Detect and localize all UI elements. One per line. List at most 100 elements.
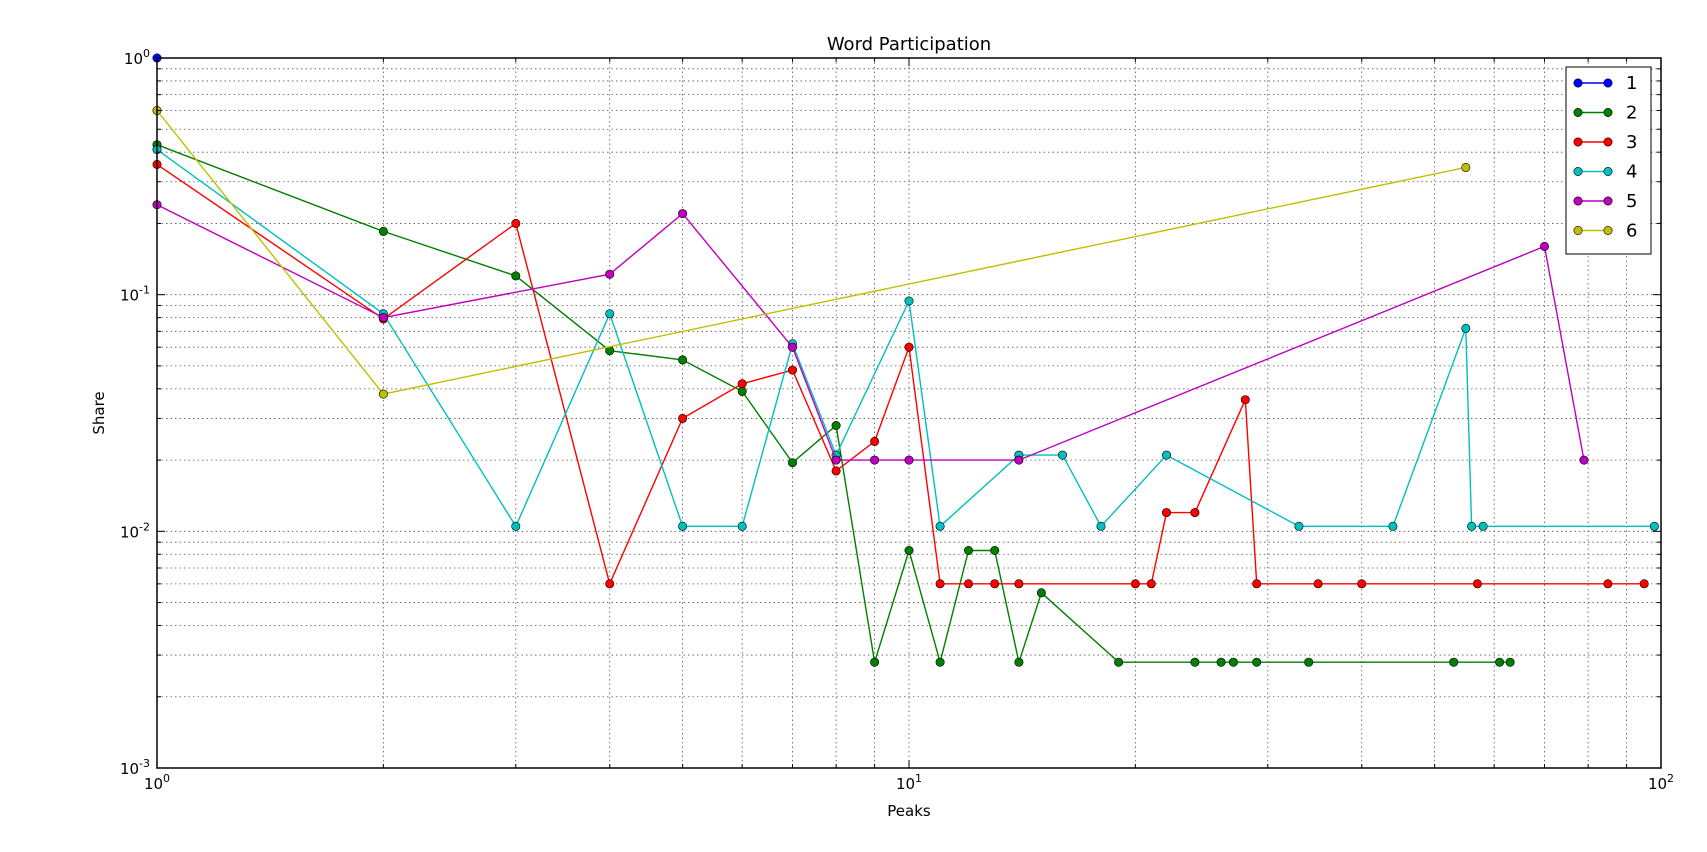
- data-point: [1162, 508, 1172, 518]
- data-point: [1478, 521, 1488, 531]
- data-point: [1639, 579, 1649, 589]
- data-point: [1130, 579, 1140, 589]
- legend-marker: [1573, 226, 1583, 236]
- x-axis-label: Peaks: [887, 802, 931, 820]
- data-point: [678, 355, 688, 365]
- y-tick-label: 10-2: [120, 520, 150, 541]
- series-5: [152, 200, 1589, 465]
- data-point: [1540, 241, 1550, 251]
- legend: 1 2 3 4 5 6: [1565, 66, 1652, 255]
- data-point: [870, 455, 880, 465]
- data-point: [870, 657, 880, 667]
- legend-label: 3: [1626, 132, 1637, 153]
- series-6: [152, 106, 1471, 399]
- data-point: [1495, 657, 1505, 667]
- data-point: [935, 579, 945, 589]
- data-point: [831, 466, 841, 476]
- data-point: [1216, 657, 1226, 667]
- data-point: [787, 365, 797, 375]
- series-2: [152, 140, 1515, 667]
- y-tick-label: 100: [124, 47, 150, 68]
- data-point: [1146, 579, 1156, 589]
- x-tick-label: 100: [144, 772, 170, 793]
- legend-marker: [1573, 137, 1583, 147]
- x-tick-label: 101: [896, 772, 922, 793]
- data-point: [1096, 521, 1106, 531]
- data-point: [1467, 521, 1477, 531]
- data-point: [935, 657, 945, 667]
- data-point: [605, 579, 615, 589]
- legend-marker: [1603, 137, 1613, 147]
- data-point: [1014, 455, 1024, 465]
- data-point: [990, 545, 1000, 555]
- series-3: [152, 159, 1649, 589]
- legend-marker: [1603, 108, 1613, 118]
- data-point: [990, 579, 1000, 589]
- data-point: [1114, 657, 1124, 667]
- legend-marker: [1603, 167, 1613, 177]
- data-point: [1313, 579, 1323, 589]
- data-point: [605, 269, 615, 279]
- legend-marker: [1573, 196, 1583, 206]
- data-point: [1294, 521, 1304, 531]
- data-point: [787, 342, 797, 352]
- data-point: [1240, 395, 1250, 405]
- data-point: [1579, 455, 1589, 465]
- data-point: [935, 521, 945, 531]
- data-point: [787, 458, 797, 468]
- data-point: [605, 309, 615, 319]
- data-point: [963, 545, 973, 555]
- data-point: [1603, 579, 1613, 589]
- legend-marker: [1573, 78, 1583, 88]
- data-point: [1190, 508, 1200, 518]
- y-tick-label: 10-3: [120, 757, 150, 778]
- axis-ticks: 100 101 102 100 10-1 10-2 10-3: [120, 47, 1674, 793]
- data-point: [870, 436, 880, 446]
- data-point: [678, 521, 688, 531]
- data-point: [831, 455, 841, 465]
- series-4: [152, 145, 1659, 531]
- data-point: [1036, 588, 1046, 598]
- data-point: [963, 579, 973, 589]
- legend-marker: [1573, 167, 1583, 177]
- data-point: [1461, 162, 1471, 172]
- y-tick-label: 10-1: [120, 284, 150, 305]
- x-tick-label: 102: [1648, 772, 1674, 793]
- data-point: [1461, 323, 1471, 333]
- data-point: [678, 413, 688, 423]
- data-point: [1649, 521, 1659, 531]
- data-point: [1058, 450, 1068, 460]
- data-point: [1190, 657, 1200, 667]
- y-axis-label: Share: [90, 391, 108, 434]
- data-point: [1014, 579, 1024, 589]
- legend-marker: [1603, 78, 1613, 88]
- data-point: [511, 218, 521, 228]
- data-point: [1388, 521, 1398, 531]
- chart-title: Word Participation: [827, 34, 991, 55]
- series-group: [152, 53, 1659, 667]
- data-point: [1449, 657, 1459, 667]
- data-point: [378, 226, 388, 236]
- data-point: [1162, 450, 1172, 460]
- data-point: [511, 271, 521, 281]
- data-point: [1505, 657, 1515, 667]
- data-point: [737, 521, 747, 531]
- legend-label: 4: [1626, 162, 1637, 183]
- data-point: [378, 313, 388, 323]
- legend-marker: [1603, 226, 1613, 236]
- legend-label: 2: [1626, 103, 1637, 124]
- data-point: [737, 386, 747, 396]
- data-point: [1357, 579, 1367, 589]
- data-point: [831, 420, 841, 430]
- data-point: [904, 545, 914, 555]
- data-point: [1472, 579, 1482, 589]
- data-point: [1252, 579, 1262, 589]
- data-point: [378, 389, 388, 399]
- legend-label: 6: [1626, 221, 1637, 242]
- legend-marker: [1603, 196, 1613, 206]
- data-point: [678, 209, 688, 219]
- legend-label: 5: [1626, 191, 1637, 212]
- legend-box: [1565, 66, 1652, 255]
